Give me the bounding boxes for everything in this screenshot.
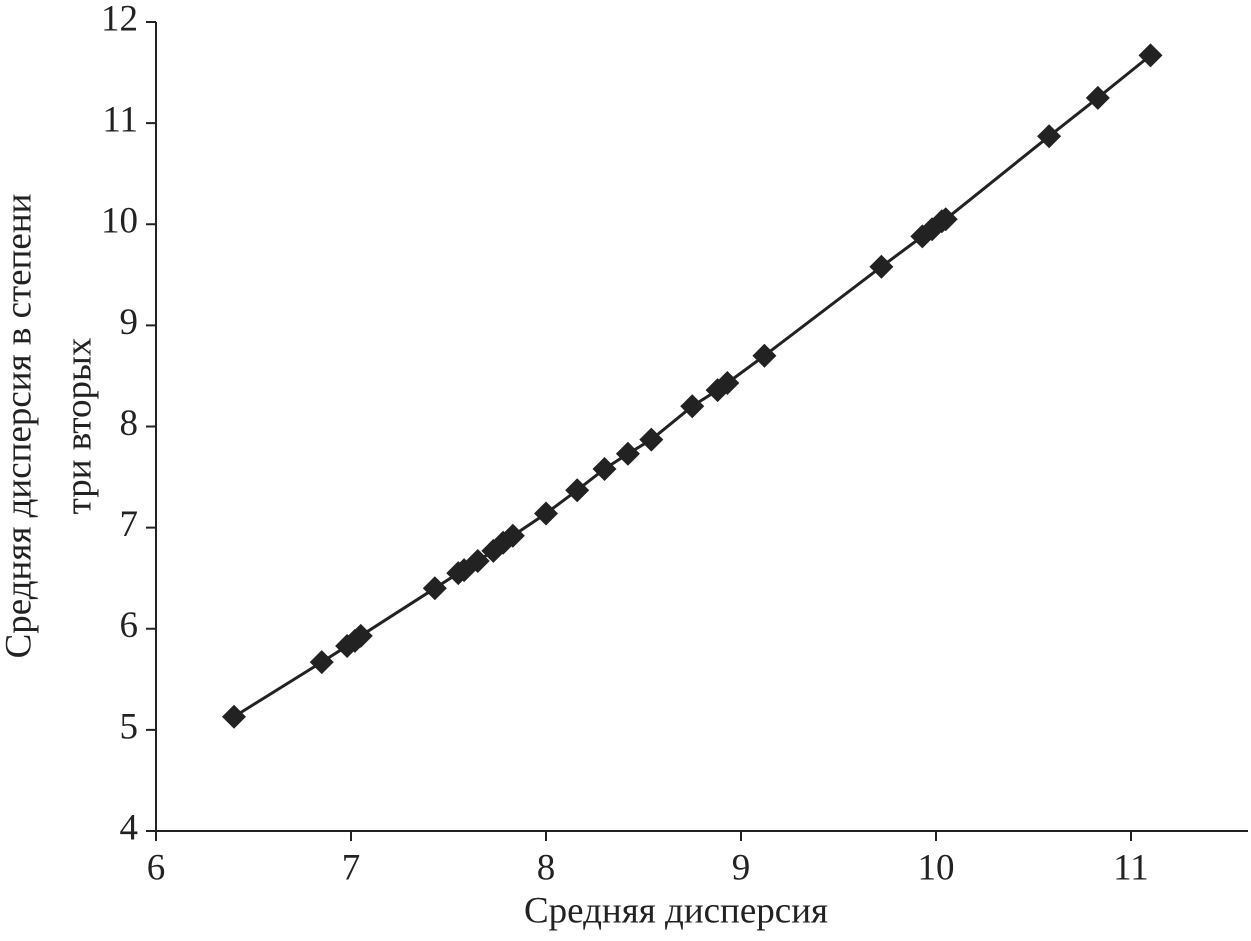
y-tick-label: 9 — [120, 302, 139, 343]
x-tick-label: 10 — [918, 847, 955, 888]
y-tick-label: 10 — [101, 201, 138, 242]
data-point — [534, 501, 558, 526]
data-point — [639, 427, 664, 452]
data-point — [500, 523, 525, 548]
y-tick-label: 6 — [120, 605, 139, 646]
data-point — [752, 343, 777, 368]
y-tick-label: 7 — [120, 504, 139, 545]
data-point — [615, 441, 640, 466]
data-point — [1138, 43, 1163, 68]
data-point — [592, 456, 617, 481]
x-axis-label: Средняя дисперсия — [524, 890, 828, 931]
data-point — [309, 650, 334, 675]
data-point — [869, 254, 894, 279]
y-tick-label: 4 — [120, 807, 139, 848]
data-point — [1085, 85, 1110, 110]
data-point — [422, 576, 447, 601]
data-point — [715, 371, 740, 396]
data-point — [222, 704, 246, 729]
x-tick-label: 8 — [537, 847, 556, 888]
y-axis-label: Средняя дисперсия в степени — [0, 194, 39, 659]
data-point — [465, 548, 490, 573]
data-point — [1037, 124, 1062, 149]
y-tick-label: 11 — [102, 100, 138, 141]
x-tick-label: 11 — [1113, 847, 1149, 888]
y-axis-label: три вторых — [58, 337, 99, 514]
x-tick-label: 7 — [342, 847, 361, 888]
y-tick-label: 8 — [120, 403, 139, 444]
y-tick-label: 5 — [120, 706, 139, 747]
data-point — [565, 478, 590, 503]
y-tick-label: 12 — [101, 0, 138, 39]
x-tick-label: 6 — [147, 847, 166, 888]
data-point — [680, 394, 705, 419]
x-tick-label: 9 — [732, 847, 751, 888]
data-point — [348, 623, 373, 648]
data-point — [933, 207, 958, 232]
fit-line — [233, 54, 1152, 719]
